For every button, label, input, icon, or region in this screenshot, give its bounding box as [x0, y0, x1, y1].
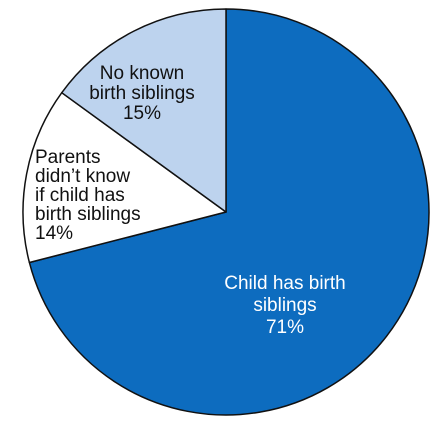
slice-label-line: birth siblings: [89, 83, 195, 104]
slice-label-line: 71%: [266, 317, 304, 338]
slice-label-line: 15%: [123, 103, 161, 124]
slice-label-1: Parents didn’t know if child has birth sibl…: [35, 147, 141, 244]
pie-slice-2: [61, 8, 227, 213]
slice-label-2: No known birth siblings 15%: [89, 63, 195, 124]
slice-label-line: Parents: [35, 147, 100, 168]
slice-label-line: didn’t know: [35, 166, 130, 187]
slice-label-line: No known: [100, 63, 185, 84]
slice-label-line: 14%: [35, 223, 73, 244]
pie-slice-0: [28, 8, 430, 416]
slice-label-line: Child has birth: [224, 273, 345, 294]
slice-label-line: siblings: [253, 295, 316, 316]
slice-label-line: birth siblings: [35, 204, 141, 225]
pie-slice-1: [22, 91, 227, 264]
slice-label-line: if child has: [35, 185, 125, 206]
slice-label-0: Child has birth siblings 71%: [224, 273, 345, 338]
